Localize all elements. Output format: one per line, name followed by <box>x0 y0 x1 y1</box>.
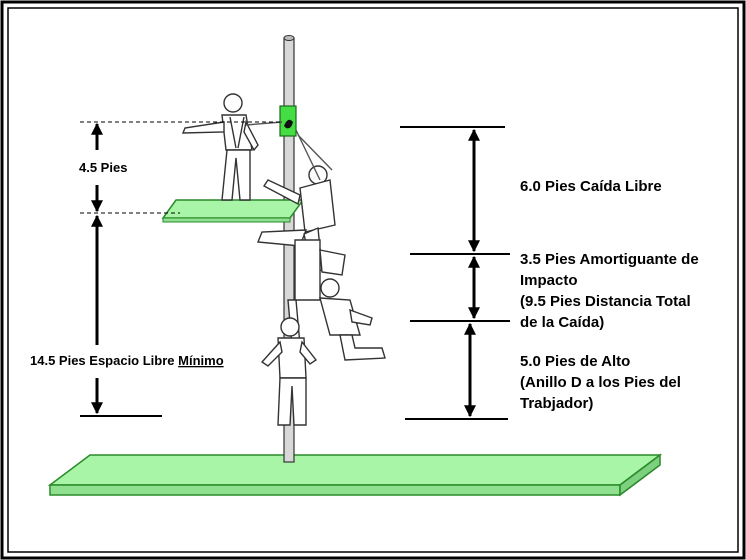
clearance-label-prefix: 14.5 Pies Espacio Libre <box>30 353 178 368</box>
ground-slab <box>47 453 663 497</box>
clearance-label-underlined: Mínimo <box>178 353 224 368</box>
height-label-line2: (Anillo D a los Pies del <box>520 374 681 391</box>
total-distance-label-line1: (9.5 Pies Distancia Total <box>520 293 691 310</box>
clearance-label: 14.5 Pies Espacio Libre Mínimo <box>30 353 224 368</box>
absorber-label-line1: 3.5 Pies Amortiguante de <box>520 251 699 268</box>
worker-curled-icon <box>319 278 386 361</box>
harness-span-label: 4.5 Pies <box>79 160 127 175</box>
rope-grab-device-icon <box>279 105 297 137</box>
height-label-line1: 5.0 Pies de Alto <box>520 353 630 370</box>
harness-span-dimension: 4.5 Pies <box>79 121 280 214</box>
free-fall-label: 6.0 Pies Caída Libre <box>520 178 662 195</box>
vertical-lifeline-icon <box>283 35 295 463</box>
clearance-dimension: 14.5 Pies Espacio Libre Mínimo <box>30 214 224 417</box>
absorber-label-line2: Impacto <box>520 272 578 289</box>
upper-platform <box>161 199 305 223</box>
height-label-line3: Trabjador) <box>520 395 593 412</box>
worker-stretching-icon <box>287 239 346 346</box>
inner-frame <box>7 7 739 553</box>
right-dimension-arrows <box>464 128 480 418</box>
total-distance-label-line2: de la Caída) <box>520 314 604 331</box>
right-reference-lines <box>400 126 510 420</box>
worker-arrested-icon <box>260 317 318 426</box>
